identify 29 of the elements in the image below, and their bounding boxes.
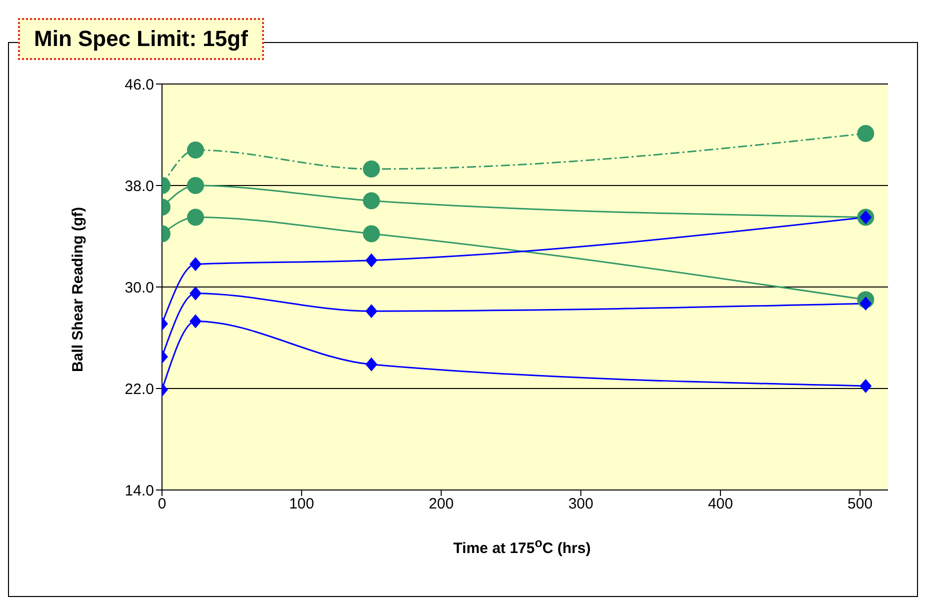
y-tick-label: 22.0	[124, 380, 154, 398]
x-tick-label: 400	[708, 496, 733, 513]
y-tick-label: 46.0	[124, 76, 154, 94]
x-tick-label: 300	[568, 496, 594, 513]
x-tick-label: 500	[848, 496, 873, 513]
point	[365, 357, 378, 372]
x-tick-label: 200	[428, 496, 454, 513]
point	[857, 124, 874, 142]
x-tick-label: 0	[158, 496, 166, 513]
y-tick-label: 38.0	[124, 178, 154, 195]
point	[190, 286, 202, 300]
point	[362, 225, 380, 242]
point	[187, 141, 204, 158]
x-axis-title: Time at 175$^{o}$C (hrs)	[452, 536, 592, 557]
point	[187, 208, 204, 226]
y-tick-label: 14.0	[124, 482, 154, 500]
y-tick-label: 30.0	[124, 279, 154, 296]
point	[860, 378, 872, 393]
point	[362, 160, 380, 178]
x-tick-label: 100	[289, 496, 314, 513]
y-axis-title: Ball Shear Reading (gf)	[70, 205, 86, 374]
point	[190, 257, 202, 272]
point	[187, 177, 204, 194]
point	[362, 192, 380, 210]
text: Min Spec Limit: 15gf	[18, 18, 264, 60]
point	[860, 296, 872, 310]
point	[365, 253, 378, 268]
point	[190, 314, 202, 328]
point	[365, 304, 378, 318]
